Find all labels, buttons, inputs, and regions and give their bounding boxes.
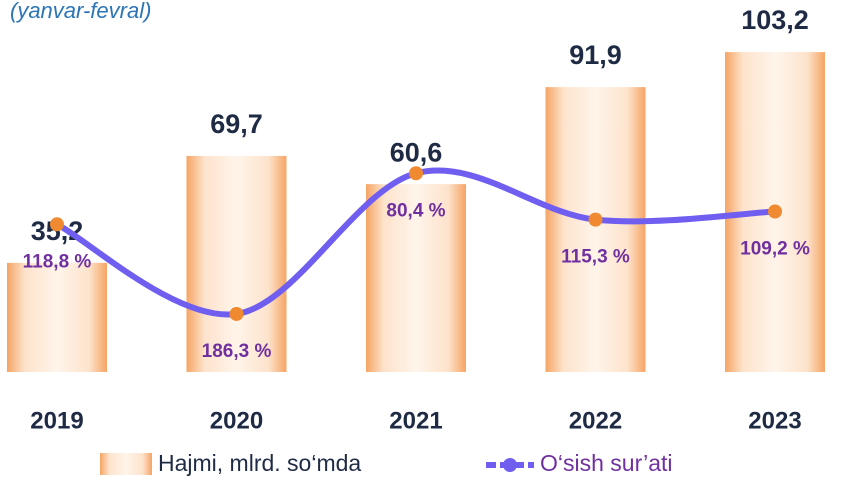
line-value-label: 186,3 %	[202, 341, 272, 362]
bar-value-label: 69,7	[210, 109, 263, 139]
x-tick-label: 2020	[210, 407, 263, 434]
bar-value-label: 103,2	[741, 5, 809, 35]
bar	[7, 262, 107, 372]
legend-label: O‘sish sur’ati	[540, 450, 673, 476]
line-point	[50, 217, 64, 232]
line-value-label: 109,2 %	[740, 239, 810, 260]
bar-value-label: 60,6	[390, 137, 443, 167]
line-point	[229, 306, 244, 321]
bar	[545, 87, 646, 373]
x-tick-label: 2022	[569, 407, 622, 434]
x-tick-label: 2023	[748, 407, 801, 434]
line-point	[409, 166, 423, 181]
line-value-label: 118,8 %	[23, 251, 92, 272]
line-value-label: 115,3 %	[561, 247, 630, 268]
x-tick-label: 2021	[389, 407, 442, 434]
subtitle: (yanvar-fevral)	[10, 0, 151, 23]
legend-bar-icon	[100, 453, 152, 475]
legend-label: Hajmi, mlrd. so‘mda	[158, 450, 361, 476]
bar	[186, 155, 287, 372]
x-tick-label: 2019	[30, 407, 83, 434]
line-point	[768, 204, 782, 219]
line-value-label: 80,4 %	[386, 200, 445, 221]
bar-value-label: 91,9	[569, 40, 622, 70]
line-point	[588, 212, 603, 227]
bar	[366, 184, 466, 372]
legend-line-marker	[503, 458, 517, 472]
